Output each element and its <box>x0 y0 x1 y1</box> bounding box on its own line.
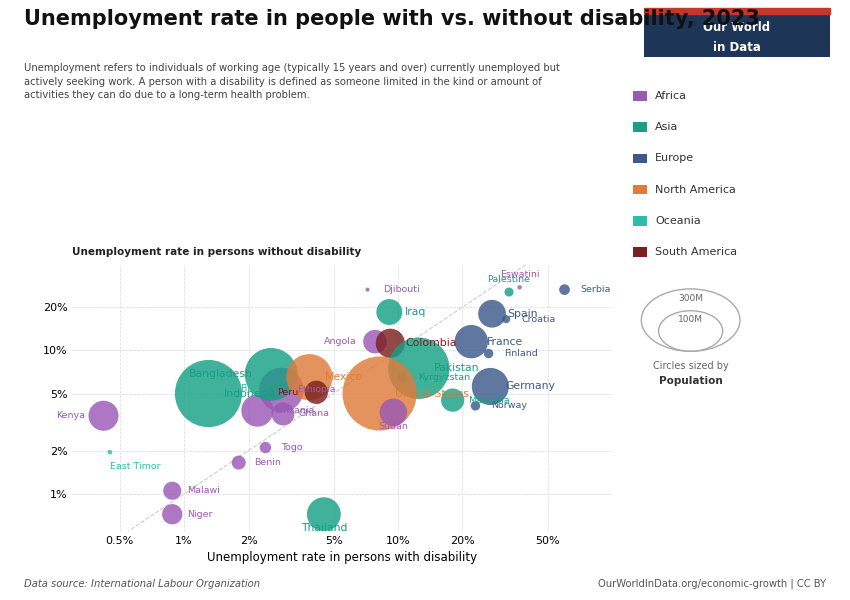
Point <box>232 458 246 467</box>
Text: Benin: Benin <box>254 458 281 467</box>
Point <box>396 373 410 382</box>
Text: Malaysia: Malaysia <box>468 395 510 404</box>
Point <box>482 349 496 358</box>
Text: Thailand: Thailand <box>301 523 347 533</box>
Text: Our World: Our World <box>704 21 770 34</box>
Text: France: France <box>487 337 523 347</box>
Point <box>373 389 387 398</box>
Point <box>368 337 382 346</box>
Text: Fiji: Fiji <box>241 384 252 393</box>
Text: South America: South America <box>655 247 738 257</box>
Point <box>502 287 516 297</box>
Text: Niger: Niger <box>188 510 213 519</box>
Text: Togo: Togo <box>280 443 303 452</box>
Text: in Data: in Data <box>713 41 761 53</box>
Point <box>513 283 526 292</box>
Text: Peru: Peru <box>276 388 298 397</box>
Point <box>468 401 482 410</box>
Text: Germany: Germany <box>506 382 556 391</box>
Point <box>201 389 215 398</box>
Point <box>103 448 116 457</box>
Text: Europe: Europe <box>655 154 694 163</box>
Point <box>485 309 499 319</box>
Text: Kyrgyzstan: Kyrgyzstan <box>418 373 470 382</box>
Text: East Timor: East Timor <box>110 461 161 470</box>
Text: Serbia: Serbia <box>580 285 610 294</box>
Text: Africa: Africa <box>655 91 688 101</box>
Text: Kenya: Kenya <box>56 411 85 420</box>
Text: Unemployment rate in persons without disability: Unemployment rate in persons without dis… <box>72 247 361 257</box>
Point <box>166 486 179 496</box>
Text: Oceania: Oceania <box>655 216 701 226</box>
Text: Spain: Spain <box>507 309 538 319</box>
Point <box>558 285 571 295</box>
Point <box>360 285 374 295</box>
Text: Asia: Asia <box>655 122 678 132</box>
Text: North America: North America <box>655 185 736 194</box>
Point <box>412 364 426 373</box>
Point <box>264 370 278 379</box>
Text: 100M: 100M <box>678 316 703 325</box>
Text: Unemployment refers to individuals of working age (typically 15 years and over) : Unemployment refers to individuals of wo… <box>24 63 559 100</box>
Point <box>499 314 513 324</box>
Bar <box>644 8 830 14</box>
Text: OurWorldInData.org/economic-growth | CC BY: OurWorldInData.org/economic-growth | CC … <box>598 578 826 589</box>
Point <box>317 509 331 519</box>
Text: Unemployment rate in people with vs. without disability, 2023: Unemployment rate in people with vs. wit… <box>24 9 760 29</box>
Text: 300M: 300M <box>678 293 703 302</box>
Text: Colombia: Colombia <box>405 338 457 348</box>
Text: Croatia: Croatia <box>522 314 556 323</box>
Text: Tanzania: Tanzania <box>273 406 314 415</box>
Point <box>275 385 288 395</box>
Text: Djibouti: Djibouti <box>382 285 420 294</box>
Text: Mexico: Mexico <box>325 372 363 382</box>
Text: Sudan: Sudan <box>378 422 408 431</box>
Point <box>166 509 179 519</box>
Text: Iraq: Iraq <box>405 307 426 317</box>
Point <box>264 384 278 394</box>
Point <box>303 373 316 382</box>
Text: Ghana: Ghana <box>298 409 330 418</box>
Text: Ethiopia: Ethiopia <box>297 385 335 394</box>
Point <box>97 411 110 421</box>
Text: Eswatini: Eswatini <box>500 271 540 280</box>
Text: Pakistan: Pakistan <box>434 363 479 373</box>
Text: Circles sized by: Circles sized by <box>653 361 729 371</box>
X-axis label: Unemployment rate in persons with disability: Unemployment rate in persons with disabi… <box>207 551 477 565</box>
Text: Indonesia: Indonesia <box>224 389 276 398</box>
Text: Data source: International Labour Organization: Data source: International Labour Organi… <box>24 579 260 589</box>
Text: Norway: Norway <box>490 401 527 410</box>
Text: United States: United States <box>395 389 469 398</box>
Point <box>387 407 400 417</box>
Point <box>276 409 290 419</box>
Point <box>484 382 497 391</box>
Text: Population: Population <box>659 376 722 386</box>
Text: Finland: Finland <box>504 349 538 358</box>
Text: Malawi: Malawi <box>188 486 220 495</box>
Text: Angola: Angola <box>324 337 356 346</box>
Point <box>464 337 478 346</box>
Point <box>251 406 264 415</box>
Text: Palestine: Palestine <box>488 275 530 284</box>
Text: Bangladesh: Bangladesh <box>189 370 252 379</box>
Point <box>382 307 396 317</box>
Point <box>446 395 460 405</box>
Point <box>383 338 397 348</box>
Point <box>309 388 323 397</box>
Point <box>258 443 272 452</box>
